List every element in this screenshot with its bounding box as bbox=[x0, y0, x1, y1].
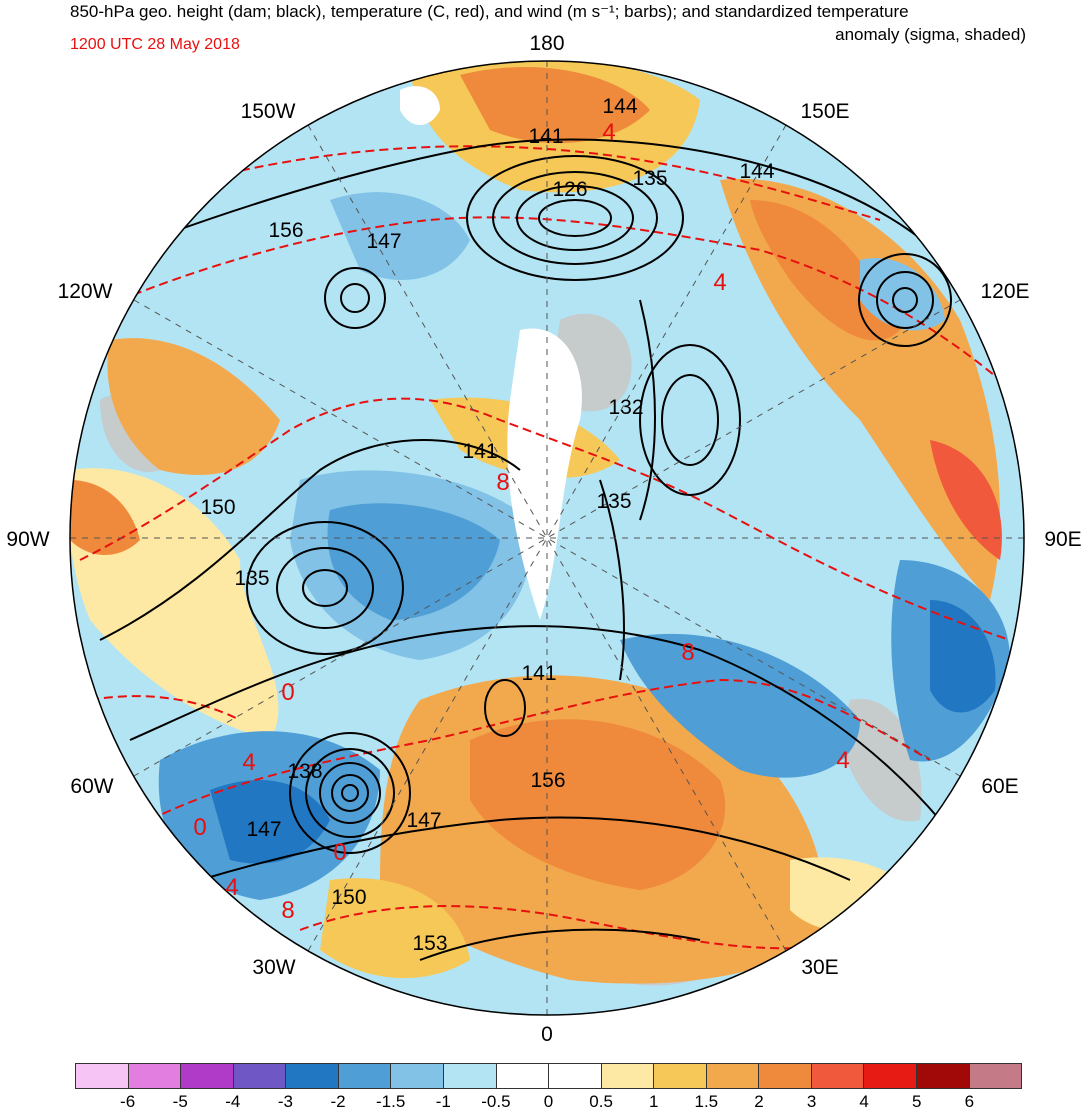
colorbar-tick-label: 3 bbox=[806, 1092, 817, 1111]
temperature-label: 4 bbox=[713, 269, 726, 296]
colorbar-tick-label: 6 bbox=[964, 1092, 975, 1111]
height-label: 141 bbox=[521, 662, 556, 685]
temperature-labels: 4 4 8 8 4 0 4 0 4 0 8 bbox=[193, 119, 849, 924]
temperature-label: 8 bbox=[496, 469, 509, 496]
colorbar-swatch bbox=[706, 1064, 760, 1088]
height-label: 135 bbox=[632, 167, 667, 190]
temperature-label: 4 bbox=[602, 119, 615, 146]
colorbar-swatch bbox=[286, 1064, 339, 1088]
colorbar-tick-label: -3 bbox=[277, 1092, 293, 1111]
colorbar-tick-label: 1.5 bbox=[694, 1092, 719, 1111]
colorbar-swatch bbox=[917, 1064, 970, 1088]
colorbar-tick-label: -5 bbox=[172, 1092, 188, 1111]
colorbar-swatch bbox=[654, 1064, 707, 1088]
colorbar-swatch bbox=[128, 1064, 182, 1088]
height-label: 135 bbox=[596, 490, 631, 513]
colorbar-swatch bbox=[549, 1064, 602, 1088]
temperature-label: 0 bbox=[193, 814, 206, 841]
height-label: 126 bbox=[552, 178, 587, 201]
lon-label-150e: 150E bbox=[800, 100, 849, 123]
colorbar-tick-label: -1.5 bbox=[376, 1092, 406, 1111]
colorbar-swatch bbox=[601, 1064, 655, 1088]
colorbar-swatch bbox=[233, 1064, 287, 1088]
colorbar-swatch bbox=[864, 1064, 917, 1088]
temperature-label: 8 bbox=[681, 639, 694, 666]
height-label: 141 bbox=[528, 125, 563, 148]
lon-label-90e: 90E bbox=[1044, 528, 1081, 551]
colorbar-tick-label: 0 bbox=[543, 1092, 554, 1111]
colorbar-swatch bbox=[496, 1064, 550, 1088]
colorbar-tick-label: -0.5 bbox=[481, 1092, 511, 1111]
lon-label-120e: 120E bbox=[980, 280, 1029, 303]
colorbar-swatch bbox=[443, 1064, 497, 1088]
graticule bbox=[70, 61, 1024, 1015]
map-title-line1: 850-hPa geo. height (dam; black), temper… bbox=[70, 2, 909, 21]
colorbar-swatch bbox=[969, 1064, 1022, 1088]
colorbar-tick-label: -6 bbox=[120, 1092, 136, 1111]
colorbar-labels: -6 -5 -4 -3 -2 -1.5 -1 -0.5 0 0.5 1 1.5 2 3 4 5 6 bbox=[75, 1092, 1022, 1112]
colorbar-tick-label: 1 bbox=[648, 1092, 659, 1111]
lon-label-120w: 120W bbox=[58, 280, 113, 303]
temperature-label: 0 bbox=[333, 839, 346, 866]
colorbar-swatch bbox=[759, 1064, 812, 1088]
height-label: 150 bbox=[331, 886, 366, 909]
lon-label-30e: 30E bbox=[801, 956, 838, 979]
lon-label-60e: 60E bbox=[981, 775, 1018, 798]
colorbar-tick-label: 2 bbox=[754, 1092, 764, 1111]
height-contours bbox=[99, 138, 1001, 961]
height-label: 156 bbox=[530, 769, 565, 792]
height-label: 150 bbox=[200, 496, 235, 519]
colorbar-tick-label: 0.5 bbox=[589, 1092, 613, 1111]
lon-label-30w: 30W bbox=[252, 956, 295, 979]
height-label: 144 bbox=[602, 95, 637, 118]
colorbar-swatch bbox=[338, 1064, 392, 1088]
colorbar-swatch bbox=[76, 1064, 129, 1088]
temperature-label: 4 bbox=[225, 874, 238, 901]
lon-label-150w: 150W bbox=[241, 100, 296, 123]
lon-label-60w: 60W bbox=[70, 775, 113, 798]
colorbar-tick-label: -4 bbox=[225, 1092, 241, 1111]
height-label: 147 bbox=[246, 818, 281, 841]
anomaly-colorbar bbox=[75, 1063, 1022, 1089]
valid-time-label: 1200 UTC 28 May 2018 bbox=[70, 36, 240, 53]
height-label: 147 bbox=[406, 809, 441, 832]
height-label: 147 bbox=[366, 230, 401, 253]
lon-label-90w: 90W bbox=[6, 528, 49, 551]
warm-anomalies bbox=[70, 61, 1002, 984]
map-title-line2: anomaly (sigma, shaded) bbox=[835, 25, 1026, 44]
colorbar-tick-label: -1 bbox=[435, 1092, 451, 1111]
colorbar-tick-label: -2 bbox=[330, 1092, 346, 1111]
colorbar-swatch bbox=[181, 1064, 234, 1088]
temperature-label: 4 bbox=[836, 747, 849, 774]
colorbar-tick-label: 4 bbox=[859, 1092, 869, 1111]
temperature-contours bbox=[79, 145, 1011, 950]
height-label: 156 bbox=[268, 219, 303, 242]
height-label: 144 bbox=[739, 160, 774, 183]
polar-map: 180 150E 120E 90E 60E 30E 0 30W 60W 90W … bbox=[6, 32, 1081, 1046]
lon-label-0: 0 bbox=[541, 1023, 553, 1046]
temperature-label: 0 bbox=[281, 679, 294, 706]
height-label: 153 bbox=[412, 932, 447, 955]
height-label: 132 bbox=[608, 396, 643, 419]
neutral-zones bbox=[400, 86, 582, 620]
lon-label-180: 180 bbox=[529, 32, 564, 55]
colorbar-swatch bbox=[811, 1064, 865, 1088]
cold-anomalies bbox=[158, 192, 1010, 900]
colorbar-tick-label: 5 bbox=[912, 1092, 922, 1111]
height-label: 141 bbox=[462, 440, 497, 463]
height-labels: 144 141 126 135 144 156 147 132 141 135 … bbox=[200, 95, 774, 955]
colorbar-swatch bbox=[391, 1064, 444, 1088]
height-label: 135 bbox=[234, 567, 269, 590]
height-label: 138 bbox=[287, 760, 322, 783]
temperature-label: 8 bbox=[281, 897, 294, 924]
temperature-label: 4 bbox=[242, 749, 255, 776]
map-boundary bbox=[69, 60, 1025, 1016]
